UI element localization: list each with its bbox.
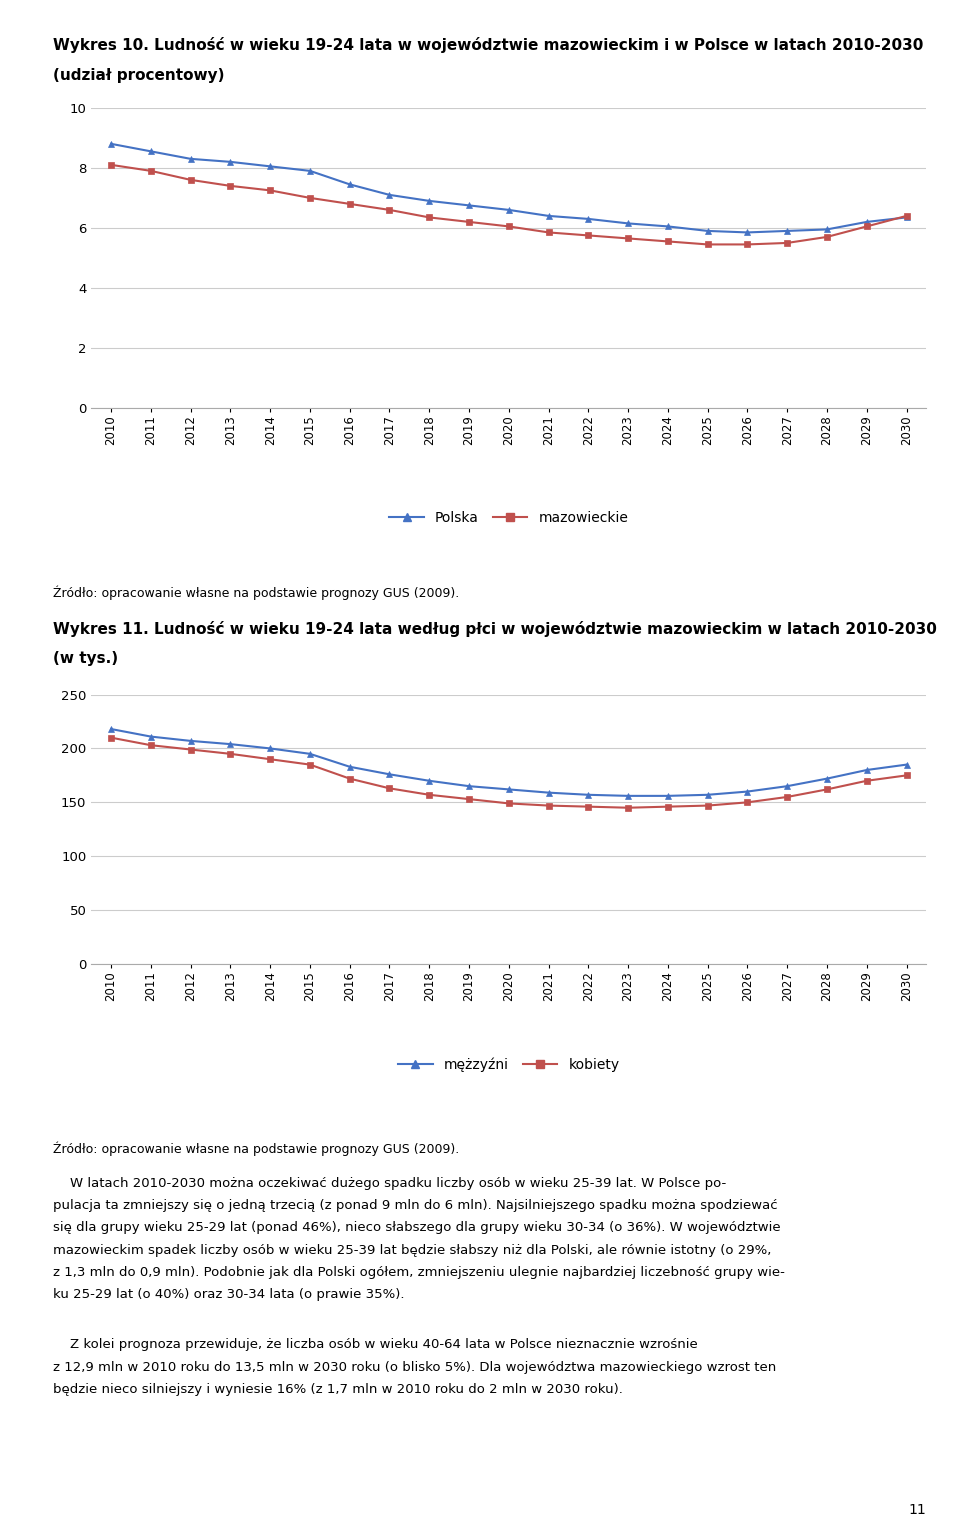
Legend: mężzyźni, kobiety: mężzyźni, kobiety [393, 1052, 625, 1078]
Text: się dla grupy wieku 25-29 lat (ponad 46%), nieco słabszego dla grupy wieku 30-34: się dla grupy wieku 25-29 lat (ponad 46%… [53, 1221, 780, 1234]
Text: pulacja ta zmniejszy się o jedną trzecią (z ponad 9 mln do 6 mln). Najsilniejsze: pulacja ta zmniejszy się o jedną trzecią… [53, 1198, 778, 1212]
Text: Źródło: opracowanie własne na podstawie prognozy GUS (2009).: Źródło: opracowanie własne na podstawie … [53, 1141, 459, 1155]
Text: Źródło: opracowanie własne na podstawie prognozy GUS (2009).: Źródło: opracowanie własne na podstawie … [53, 585, 459, 599]
Text: (w tys.): (w tys.) [53, 651, 118, 667]
Text: 11: 11 [909, 1503, 926, 1517]
Text: z 12,9 mln w 2010 roku do 13,5 mln w 2030 roku (o blisko 5%). Dla województwa ma: z 12,9 mln w 2010 roku do 13,5 mln w 203… [53, 1361, 776, 1374]
Text: (udział procentowy): (udział procentowy) [53, 68, 225, 83]
Legend: Polska, mazowieckie: Polska, mazowieckie [384, 505, 634, 530]
Text: ku 25-29 lat (o 40%) oraz 30-34 lata (o prawie 35%).: ku 25-29 lat (o 40%) oraz 30-34 lata (o … [53, 1287, 404, 1301]
Text: mazowieckim spadek liczby osób w wieku 25-39 lat będzie słabszy niż dla Polski, : mazowieckim spadek liczby osób w wieku 2… [53, 1243, 771, 1257]
Text: Wykres 10. Ludność w wieku 19-24 lata w województwie mazowieckim i w Polsce w la: Wykres 10. Ludność w wieku 19-24 lata w … [53, 37, 924, 52]
Text: W latach 2010-2030 można oczekiwać dużego spadku liczby osób w wieku 25-39 lat. : W latach 2010-2030 można oczekiwać dużeg… [53, 1177, 726, 1189]
Text: Z kolei prognoza przewiduje, że liczba osób w wieku 40-64 lata w Polsce nieznacz: Z kolei prognoza przewiduje, że liczba o… [53, 1338, 698, 1351]
Text: Wykres 11. Ludność w wieku 19-24 lata według płci w województwie mazowieckim w l: Wykres 11. Ludność w wieku 19-24 lata we… [53, 621, 937, 636]
Text: z 1,3 mln do 0,9 mln). Podobnie jak dla Polski ogółem, zmniejszeniu ulegnie najb: z 1,3 mln do 0,9 mln). Podobnie jak dla … [53, 1266, 784, 1278]
Text: będzie nieco silniejszy i wyniesie 16% (z 1,7 mln w 2010 roku do 2 mln w 2030 ro: będzie nieco silniejszy i wyniesie 16% (… [53, 1383, 623, 1395]
